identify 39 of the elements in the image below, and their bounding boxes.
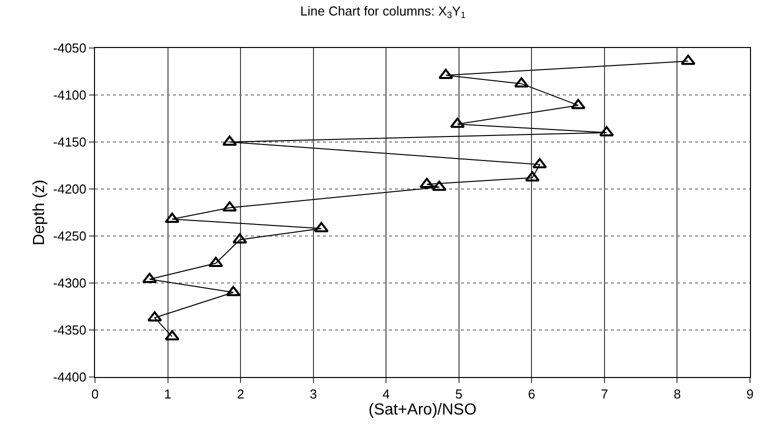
point — [420, 178, 434, 188]
x-tick-label: 1 — [164, 386, 172, 402]
x-tick-label: 7 — [600, 386, 608, 402]
y-tick-label: -4050 — [53, 40, 86, 56]
y-tick-label: -4100 — [53, 88, 86, 103]
x-tick-label: 9 — [746, 386, 754, 402]
y-axis-title: Depth (z) — [31, 180, 48, 246]
x-tick-label: 4 — [382, 386, 390, 402]
y-tick-label: -4200 — [53, 182, 86, 197]
point — [208, 256, 224, 268]
x-tick-label: 2 — [236, 386, 244, 402]
point — [680, 54, 696, 65]
x-tick-label: 0 — [91, 386, 99, 402]
y-tick-label: -4150 — [53, 134, 86, 150]
point — [438, 68, 454, 80]
point — [226, 286, 241, 296]
y-tick-label: -4300 — [53, 276, 86, 291]
x-tick-label: 5 — [455, 386, 463, 402]
point — [514, 77, 529, 88]
point — [164, 330, 180, 340]
point — [570, 98, 586, 110]
point — [599, 126, 614, 136]
y-tick-label: -4250 — [53, 228, 86, 244]
y-tick-label: -4350 — [53, 322, 86, 338]
point — [147, 311, 162, 322]
point — [232, 233, 248, 244]
chart-title: Line Chart for columns: X$_{3}$Y$_{1}$ — [300, 4, 466, 20]
x-tick-label: 3 — [310, 386, 317, 402]
point — [450, 118, 465, 128]
point — [525, 171, 540, 182]
point — [222, 136, 237, 146]
point — [222, 201, 237, 212]
x-axis-title: (Sat+Aro)/NSO — [368, 402, 477, 419]
x-tick-label: 6 — [528, 386, 536, 402]
y-tick-label: -4400 — [53, 370, 86, 385]
point — [142, 272, 157, 283]
x-tick-label: 8 — [674, 386, 681, 402]
point — [314, 222, 329, 232]
point — [164, 212, 180, 223]
